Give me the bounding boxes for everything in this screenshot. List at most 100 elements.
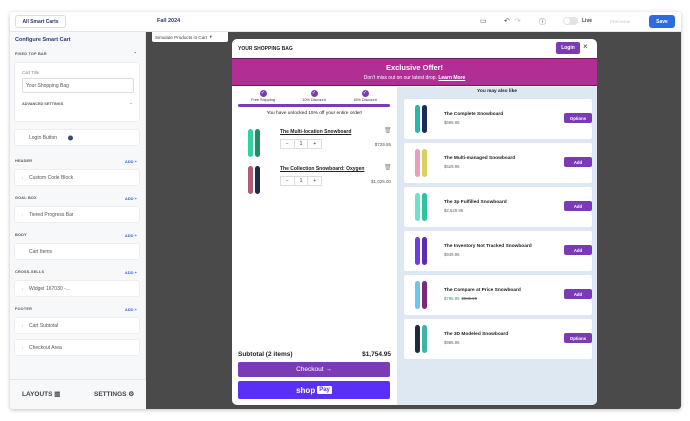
app-window: All Smart Carts Fall 2024 ▭ ↶ ↷ ⓘ Live P… — [10, 12, 681, 409]
footer-item[interactable]: ⁞ Checkout Area — [14, 339, 140, 356]
options-button[interactable]: Options — [564, 333, 592, 343]
footer-item[interactable]: ⁞ Cart Subtotal — [14, 317, 140, 334]
section-header: HEADER — [15, 159, 33, 163]
goal-box-item[interactable]: ⁞ Tiered Progress Bar — [14, 206, 140, 223]
add-button[interactable]: Add — [564, 289, 592, 299]
info-icon — [68, 135, 73, 140]
quantity-value[interactable]: 1 — [295, 177, 309, 185]
item-name-link[interactable]: The Collection Snowboard: Oxygen — [280, 166, 365, 172]
redo-icon[interactable]: ↷ — [515, 18, 521, 25]
top-bar: All Smart Carts Fall 2024 ▭ ↶ ↷ ⓘ Live P… — [10, 12, 681, 32]
login-button-card[interactable]: Login Button — [14, 129, 140, 146]
drag-handle-icon[interactable]: ⁞ — [22, 345, 24, 350]
all-smart-carts-button[interactable]: All Smart Carts — [15, 15, 66, 28]
cart-title-label: Cart Title — [22, 70, 40, 75]
body-item[interactable]: Cart Items — [14, 243, 140, 260]
product-name[interactable]: The Multi-managed Snowboard — [444, 156, 516, 161]
product-image — [255, 129, 260, 157]
undo-icon[interactable]: ↶ — [504, 18, 510, 25]
save-button[interactable]: Save — [649, 15, 675, 28]
simulate-products-dropdown[interactable]: Simulate Products in Cart ▾ — [152, 32, 228, 42]
increase-button[interactable]: + — [313, 178, 317, 184]
section-footer: FOOTER — [15, 307, 33, 311]
options-button[interactable]: Options — [564, 113, 592, 123]
increase-button[interactable]: + — [313, 141, 317, 147]
sidebar-footer: LAYOUTS ▥ SETTINGS ⚙ — [10, 379, 146, 409]
cart-title: YOUR SHOPPING BAG — [238, 46, 293, 52]
product-price: $985.95 — [444, 340, 460, 345]
add-goal-box-button[interactable]: ADD + — [124, 196, 137, 201]
product-image — [422, 193, 427, 221]
login-button[interactable]: Login — [556, 42, 580, 54]
drag-handle-icon[interactable]: ⁞ — [22, 323, 24, 328]
trash-icon[interactable]: 🗑 — [384, 165, 392, 171]
drag-handle-icon[interactable]: ⁞ — [22, 286, 24, 291]
layouts-button[interactable]: LAYOUTS ▥ — [22, 391, 61, 398]
item-price: $1,025.00 — [370, 179, 391, 184]
product-image — [422, 281, 427, 309]
close-icon[interactable]: × — [583, 42, 588, 51]
promo-text: Don't miss out on our latest drop. — [363, 75, 437, 81]
section-fixed-top-bar[interactable]: FIXED TOP BAR — [15, 52, 47, 56]
recommended-product: The Complete Snowboard $699.95 Options — [404, 99, 592, 139]
cart-title-input[interactable]: Your Shopping Bag — [22, 78, 134, 93]
item-name-link[interactable]: The Multi-location Snowboard — [280, 129, 352, 135]
recommended-product: The 3p Fulfilled Snowboard $2,629.95 Add — [404, 187, 592, 227]
product-name[interactable]: The Complete Snowboard — [444, 112, 504, 117]
chevron-up-icon[interactable]: ⌃ — [133, 51, 137, 56]
decrease-button[interactable]: − — [281, 140, 295, 148]
help-icon[interactable]: ⓘ — [539, 19, 546, 26]
product-name[interactable]: The Compare at Price Snowboard — [444, 288, 521, 293]
add-header-button[interactable]: ADD + — [124, 159, 137, 164]
product-image — [422, 237, 427, 265]
product-image — [422, 325, 427, 353]
add-footer-button[interactable]: ADD + — [124, 307, 137, 312]
section-cross-sells: CROSS-SELLS — [15, 270, 45, 274]
cross-sell-item[interactable]: ⁞ Widget 167030 -... — [14, 280, 140, 297]
product-name[interactable]: The 3p Fulfilled Snowboard — [444, 200, 507, 205]
add-cross-sell-button[interactable]: ADD + — [124, 270, 137, 275]
cart-name: Fall 2024 — [157, 18, 181, 24]
product-price: $2,629.95 — [444, 208, 464, 213]
shop-pay-button[interactable]: shop Pay — [238, 381, 390, 399]
learn-more-link[interactable]: Learn More — [438, 75, 466, 81]
live-label: Live — [582, 18, 593, 24]
section-body: BODY — [15, 233, 27, 237]
drag-handle-icon[interactable]: ⁞ — [22, 175, 24, 180]
quantity-value[interactable]: 1 — [295, 140, 309, 148]
unlock-message: You have unlocked 15% off your entire or… — [266, 111, 363, 116]
product-price: $629.95 — [444, 164, 460, 169]
promo-banner: Exclusive Offer! Don't miss out on our l… — [232, 58, 597, 86]
quantity-stepper: −1 + — [280, 176, 322, 186]
add-button[interactable]: Add — [564, 201, 592, 211]
you-may-also-like-title: You may also like — [477, 89, 517, 94]
live-toggle[interactable] — [563, 17, 578, 25]
tiered-progress-bar — [238, 104, 390, 107]
chevron-down-icon[interactable]: ⌄ — [128, 100, 133, 106]
add-button[interactable]: Add — [564, 157, 592, 167]
product-image — [415, 237, 420, 265]
drag-handle-icon[interactable]: ⁞ — [22, 212, 24, 217]
product-image — [422, 105, 427, 133]
promo-title: Exclusive Offer! — [385, 63, 444, 72]
trash-icon[interactable]: 🗑 — [384, 128, 392, 134]
product-image — [415, 325, 420, 353]
desktop-view-icon[interactable]: ▭ — [480, 18, 487, 25]
section-goal-box: GOAL BOX — [15, 196, 37, 200]
add-body-button[interactable]: ADD + — [124, 233, 137, 238]
decrease-button[interactable]: − — [281, 177, 295, 185]
advanced-settings-toggle[interactable]: ADVANCED SETTINGS — [22, 102, 64, 106]
recommended-product: The Multi-managed Snowboard $629.95 Add — [404, 143, 592, 183]
product-name[interactable]: The Inventory Not Tracked Snowboard — [444, 244, 532, 249]
checkout-button[interactable]: Checkout → — [238, 362, 390, 377]
sidebar: Configure Smart Cart FIXED TOP BAR ⌃ Car… — [10, 32, 146, 409]
product-name[interactable]: The 3D Modeled Snowboard — [444, 332, 509, 337]
check-icon: ✓ — [310, 90, 318, 97]
header-item[interactable]: ⁞ Custom Code Block — [14, 169, 140, 186]
settings-button[interactable]: SETTINGS ⚙ — [94, 391, 135, 398]
add-button[interactable]: Add — [564, 245, 592, 255]
login-button-label: Login Button — [29, 134, 58, 141]
product-image — [415, 193, 420, 221]
preview-button[interactable]: PREVIEW — [610, 19, 631, 24]
cart-items-column: ✓ Free Shipping ✓ 10% Discount ✓ 15% Discou… — [232, 87, 397, 405]
